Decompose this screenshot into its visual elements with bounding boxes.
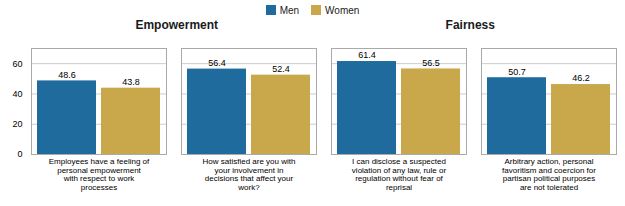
svg-text:I can disclose a suspectedviol: I can disclose a suspectedviolation of a… (352, 157, 447, 192)
svg-text:56.5: 56.5 (422, 58, 440, 68)
html-text:Women: Women (325, 4, 360, 16)
svg-text:43.8: 43.8 (122, 77, 140, 87)
html-text:Men: Men (279, 4, 300, 16)
svg-text:52.4: 52.4 (272, 64, 290, 74)
svg-text:Employees have a feeling ofper: Employees have a feeling ofpersonal empo… (49, 157, 150, 192)
svg-text:0: 0 (17, 149, 22, 159)
svg-text:60: 60 (12, 59, 22, 69)
svg-text:46.2: 46.2 (572, 73, 590, 83)
html-text:Empowerment: Empowerment (135, 18, 219, 32)
svg-text:50.7: 50.7 (508, 67, 526, 77)
svg-text:40: 40 (12, 89, 22, 99)
svg-text:How satisfied are you withyour: How satisfied are you withyour involveme… (203, 157, 296, 192)
svg-text:61.4: 61.4 (358, 50, 376, 60)
svg-text:20: 20 (12, 119, 22, 129)
svg-text:Arbitrary action, personalfavo: Arbitrary action, personalfavoritism and… (502, 157, 596, 192)
svg-text:56.4: 56.4 (208, 58, 226, 68)
html-text:Fairness: Fairness (445, 18, 495, 32)
svg-text:48.6: 48.6 (58, 70, 76, 80)
